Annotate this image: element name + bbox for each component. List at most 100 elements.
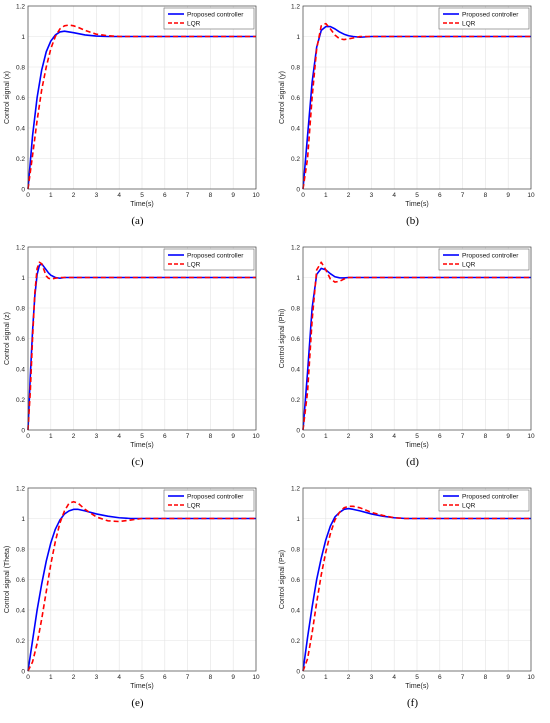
chart-svg: 0 1 2 3 4 5 6 7 8 9 10 0 0.2 0.4 0.6 0.8 1 1.2 Time(s) Cont… <box>279 485 535 690</box>
y-axis-label: Control signal (z) <box>4 312 11 365</box>
x-tick-label: 5 <box>140 192 144 199</box>
legend-box <box>438 248 530 271</box>
x-tick-label: 10 <box>527 192 535 199</box>
x-tick-label: 1 <box>49 192 53 199</box>
legend-label: LQR <box>462 261 476 268</box>
chart-svg: 0 1 2 3 4 5 6 7 8 9 10 0 0.2 0.4 0.6 0.8 1 1.2 Time(s) Cont… <box>279 3 535 208</box>
axes-frame <box>302 487 532 672</box>
y-tick-label: 0.6 <box>291 577 300 584</box>
y-tick-label: 0.8 <box>291 305 300 312</box>
x-tick-label: 10 <box>252 433 260 440</box>
x-tick-label: 1 <box>324 192 328 199</box>
y-tick-label: 0.4 <box>16 607 25 614</box>
x-tick-label: 2 <box>72 433 76 440</box>
x-tick-label: 4 <box>117 433 121 440</box>
axes-frame <box>27 487 257 672</box>
y-tick-label: 0.2 <box>291 638 300 645</box>
y-tick-label: 0.2 <box>16 156 25 163</box>
x-tick-label: 6 <box>438 192 442 199</box>
x-tick-label: 1 <box>49 674 53 681</box>
y-tick-label: 0 <box>21 186 25 193</box>
x-tick-label: 5 <box>140 433 144 440</box>
y-tick-label: 0.6 <box>16 336 25 343</box>
x-tick-label: 9 <box>506 192 510 199</box>
y-tick-label: 0.4 <box>16 125 25 132</box>
panel-caption: (a) <box>131 215 144 227</box>
y-tick-label: 0 <box>296 427 300 434</box>
y-tick-label: 0.4 <box>291 607 300 614</box>
chart-svg: 0 1 2 3 4 5 6 7 8 9 10 0 0.2 0.4 0.6 0.8 1 1.2 Time(s) Cont… <box>279 244 535 449</box>
y-tick-label: 1.2 <box>291 244 300 251</box>
x-tick-label: 2 <box>347 674 351 681</box>
panel-caption: (d) <box>406 456 419 468</box>
legend-label: Proposed controller <box>187 493 244 500</box>
series-line-lqr <box>302 261 531 431</box>
series-line-lqr <box>27 500 256 672</box>
panel-caption: (c) <box>131 456 144 468</box>
series-line-proposed <box>302 267 531 431</box>
legend-box <box>163 248 255 271</box>
axes-frame <box>27 246 257 431</box>
x-tick-label: 4 <box>392 674 396 681</box>
x-tick-label: 9 <box>231 674 235 681</box>
x-axis-label: Time(s) <box>130 683 153 690</box>
legend-label: Proposed controller <box>462 493 519 500</box>
x-tick-label: 4 <box>392 433 396 440</box>
x-tick-label: 10 <box>252 674 260 681</box>
y-tick-label: 0 <box>21 427 25 434</box>
y-tick-label: 0.6 <box>16 95 25 102</box>
x-tick-label: 10 <box>252 192 260 199</box>
chart-svg: 0 1 2 3 4 5 6 7 8 9 10 0 0.2 0.4 0.6 0.8 1 1.2 Time(s) Cont… <box>4 485 260 690</box>
legend-label: LQR <box>462 20 476 27</box>
chart-panel: 0 1 2 3 4 5 6 7 8 9 10 0 0.2 0.4 0.6 0.8 1 1.2 Time(s) Cont… <box>0 0 275 241</box>
x-tick-label: 0 <box>26 192 30 199</box>
x-tick-label: 5 <box>415 433 419 440</box>
y-tick-label: 0 <box>296 668 300 675</box>
panel-caption: (e) <box>131 697 144 709</box>
y-tick-label: 0.4 <box>16 366 25 373</box>
x-tick-label: 6 <box>163 433 167 440</box>
legend-label: LQR <box>187 502 201 509</box>
y-tick-label: 1 <box>21 516 25 523</box>
chart-panel: 0 1 2 3 4 5 6 7 8 9 10 0 0.2 0.4 0.6 0.8 1 1.2 Time(s) Cont… <box>0 482 275 723</box>
series-line-lqr <box>27 261 256 431</box>
series-line-lqr <box>302 505 531 672</box>
y-tick-label: 1.2 <box>291 485 300 492</box>
y-tick-label: 0.8 <box>291 64 300 71</box>
panel-caption: (b) <box>406 215 419 227</box>
panel-caption: (f) <box>407 697 418 709</box>
y-axis-label: Control signal (x) <box>4 71 11 124</box>
legend-label: Proposed controller <box>462 11 519 18</box>
axes-frame <box>27 5 257 190</box>
y-tick-label: 0.6 <box>16 577 25 584</box>
y-tick-label: 1 <box>296 275 300 282</box>
x-tick-label: 7 <box>186 674 190 681</box>
y-tick-label: 0.8 <box>291 546 300 553</box>
x-axis-label: Time(s) <box>405 201 428 208</box>
x-tick-label: 0 <box>26 674 30 681</box>
x-tick-label: 1 <box>49 433 53 440</box>
x-tick-label: 7 <box>186 192 190 199</box>
x-tick-label: 3 <box>370 433 374 440</box>
y-tick-label: 0.8 <box>16 305 25 312</box>
y-tick-label: 1 <box>296 516 300 523</box>
series-line-proposed <box>27 30 256 190</box>
x-tick-label: 4 <box>392 192 396 199</box>
y-axis-label: Control signal (Psi) <box>279 550 286 609</box>
x-tick-label: 4 <box>117 674 121 681</box>
y-tick-label: 1 <box>21 275 25 282</box>
y-tick-label: 0.4 <box>291 125 300 132</box>
x-axis-label: Time(s) <box>130 201 153 208</box>
x-tick-label: 9 <box>231 192 235 199</box>
y-tick-label: 0.2 <box>291 156 300 163</box>
chart-panel: 0 1 2 3 4 5 6 7 8 9 10 0 0.2 0.4 0.6 0.8 1 1.2 Time(s) Cont… <box>0 241 275 482</box>
series-line-lqr <box>27 24 256 190</box>
y-tick-label: 0.6 <box>291 336 300 343</box>
y-axis-label: Control signal (y) <box>279 71 286 124</box>
chart-panel: 0 1 2 3 4 5 6 7 8 9 10 0 0.2 0.4 0.6 0.8 1 1.2 Time(s) Cont… <box>275 0 550 241</box>
x-tick-label: 8 <box>484 192 488 199</box>
x-tick-label: 1 <box>324 433 328 440</box>
y-tick-label: 1.2 <box>16 485 25 492</box>
x-tick-label: 10 <box>527 433 535 440</box>
x-tick-label: 0 <box>301 192 305 199</box>
